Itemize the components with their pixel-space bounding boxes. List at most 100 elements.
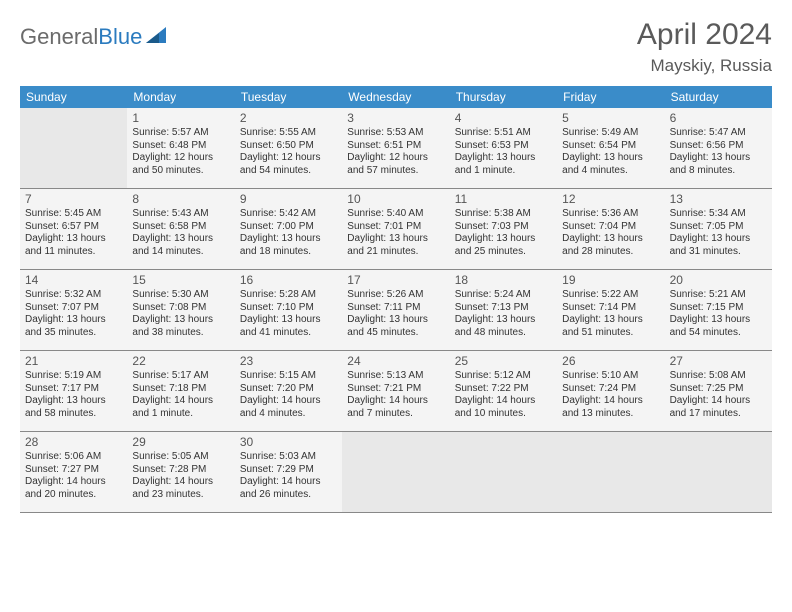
week-row: 7Sunrise: 5:45 AMSunset: 6:57 PMDaylight… — [20, 189, 772, 270]
date-number: 10 — [347, 192, 444, 206]
sunrise-text: Sunrise: 5:13 AM — [347, 370, 444, 383]
date-number: 17 — [347, 273, 444, 287]
daylight-text: Daylight: 13 hours and 1 minute. — [455, 152, 552, 177]
sunset-text: Sunset: 7:29 PM — [240, 464, 337, 477]
date-number: 30 — [240, 435, 337, 449]
date-number: 14 — [25, 273, 122, 287]
sunset-text: Sunset: 7:04 PM — [562, 221, 659, 234]
sunrise-text: Sunrise: 5:49 AM — [562, 127, 659, 140]
calendar-cell: 13Sunrise: 5:34 AMSunset: 7:05 PMDayligh… — [665, 189, 772, 269]
daylight-text: Daylight: 13 hours and 4 minutes. — [562, 152, 659, 177]
sunset-text: Sunset: 7:11 PM — [347, 302, 444, 315]
sunset-text: Sunset: 7:01 PM — [347, 221, 444, 234]
logo-text-general: General — [20, 24, 98, 49]
daylight-text: Daylight: 13 hours and 35 minutes. — [25, 314, 122, 339]
calendar-cell: 1Sunrise: 5:57 AMSunset: 6:48 PMDaylight… — [127, 108, 234, 188]
sunrise-text: Sunrise: 5:15 AM — [240, 370, 337, 383]
sunset-text: Sunset: 6:54 PM — [562, 140, 659, 153]
sunrise-text: Sunrise: 5:05 AM — [132, 451, 229, 464]
date-number: 18 — [455, 273, 552, 287]
daylight-text: Daylight: 13 hours and 28 minutes. — [562, 233, 659, 258]
sunrise-text: Sunrise: 5:19 AM — [25, 370, 122, 383]
daylight-text: Daylight: 14 hours and 20 minutes. — [25, 476, 122, 501]
sunset-text: Sunset: 7:13 PM — [455, 302, 552, 315]
calendar: SundayMondayTuesdayWednesdayThursdayFrid… — [20, 86, 772, 513]
calendar-cell: 3Sunrise: 5:53 AMSunset: 6:51 PMDaylight… — [342, 108, 449, 188]
weeks-container: 1Sunrise: 5:57 AMSunset: 6:48 PMDaylight… — [20, 108, 772, 513]
sunset-text: Sunset: 7:27 PM — [25, 464, 122, 477]
date-number: 21 — [25, 354, 122, 368]
daylight-text: Daylight: 13 hours and 48 minutes. — [455, 314, 552, 339]
sunset-text: Sunset: 6:50 PM — [240, 140, 337, 153]
date-number: 22 — [132, 354, 229, 368]
calendar-cell: 6Sunrise: 5:47 AMSunset: 6:56 PMDaylight… — [665, 108, 772, 188]
sunset-text: Sunset: 6:56 PM — [670, 140, 767, 153]
daylight-text: Daylight: 12 hours and 54 minutes. — [240, 152, 337, 177]
date-number: 11 — [455, 192, 552, 206]
calendar-cell: 28Sunrise: 5:06 AMSunset: 7:27 PMDayligh… — [20, 432, 127, 512]
sunset-text: Sunset: 7:07 PM — [25, 302, 122, 315]
daylight-text: Daylight: 13 hours and 31 minutes. — [670, 233, 767, 258]
sunrise-text: Sunrise: 5:53 AM — [347, 127, 444, 140]
day-header: Saturday — [665, 86, 772, 108]
sunrise-text: Sunrise: 5:06 AM — [25, 451, 122, 464]
week-row: 28Sunrise: 5:06 AMSunset: 7:27 PMDayligh… — [20, 432, 772, 513]
sunrise-text: Sunrise: 5:32 AM — [25, 289, 122, 302]
date-number: 8 — [132, 192, 229, 206]
calendar-cell: 8Sunrise: 5:43 AMSunset: 6:58 PMDaylight… — [127, 189, 234, 269]
sunrise-text: Sunrise: 5:22 AM — [562, 289, 659, 302]
daylight-text: Daylight: 13 hours and 38 minutes. — [132, 314, 229, 339]
sunrise-text: Sunrise: 5:30 AM — [132, 289, 229, 302]
date-number: 7 — [25, 192, 122, 206]
week-row: 21Sunrise: 5:19 AMSunset: 7:17 PMDayligh… — [20, 351, 772, 432]
daylight-text: Daylight: 14 hours and 13 minutes. — [562, 395, 659, 420]
calendar-cell — [557, 432, 664, 512]
daylight-text: Daylight: 13 hours and 58 minutes. — [25, 395, 122, 420]
sunrise-text: Sunrise: 5:47 AM — [670, 127, 767, 140]
daylight-text: Daylight: 13 hours and 14 minutes. — [132, 233, 229, 258]
sunset-text: Sunset: 7:25 PM — [670, 383, 767, 396]
calendar-cell: 19Sunrise: 5:22 AMSunset: 7:14 PMDayligh… — [557, 270, 664, 350]
calendar-cell: 10 Sunrise: 5:40 AMSunset: 7:01 PMDayligh… — [342, 189, 449, 269]
calendar-cell: 22Sunrise: 5:17 AMSunset: 7:18 PMDayligh… — [127, 351, 234, 431]
day-header-row: SundayMondayTuesdayWednesdayThursdayFrid… — [20, 86, 772, 108]
week-row: 14Sunrise: 5:32 AMSunset: 7:07 PMDayligh… — [20, 270, 772, 351]
calendar-cell: 14 Sunrise: 5:32 AMSunset: 7:07 PMDayligh… — [20, 270, 127, 350]
sunrise-text: Sunrise: 5:45 AM — [25, 208, 122, 221]
sunrise-text: Sunrise: 5:55 AM — [240, 127, 337, 140]
date-number: 6 — [670, 111, 767, 125]
daylight-text: Daylight: 14 hours and 10 minutes. — [455, 395, 552, 420]
calendar-cell: 7Sunrise: 5:45 AMSunset: 6:57 PMDaylight… — [20, 189, 127, 269]
daylight-text: Daylight: 13 hours and 18 minutes. — [240, 233, 337, 258]
calendar-cell: 9Sunrise: 5:42 AMSunset: 7:00 PMDaylight… — [235, 189, 342, 269]
sunrise-text: Sunrise: 5:34 AM — [670, 208, 767, 221]
sunset-text: Sunset: 7:28 PM — [132, 464, 229, 477]
sunset-text: Sunset: 7:17 PM — [25, 383, 122, 396]
sunrise-text: Sunrise: 5:42 AM — [240, 208, 337, 221]
day-header: Sunday — [20, 86, 127, 108]
daylight-text: Daylight: 13 hours and 25 minutes. — [455, 233, 552, 258]
calendar-cell: 2Sunrise: 5:55 AMSunset: 6:50 PMDaylight… — [235, 108, 342, 188]
calendar-cell: 27Sunrise: 5:08 AMSunset: 7:25 PMDayligh… — [665, 351, 772, 431]
title-block: April 2024 Mayskiy, Russia — [637, 18, 772, 76]
sunrise-text: Sunrise: 5:40 AM — [347, 208, 444, 221]
calendar-cell — [342, 432, 449, 512]
date-number: 5 — [562, 111, 659, 125]
sunset-text: Sunset: 7:15 PM — [670, 302, 767, 315]
daylight-text: Daylight: 13 hours and 21 minutes. — [347, 233, 444, 258]
sunset-text: Sunset: 7:08 PM — [132, 302, 229, 315]
sunset-text: Sunset: 7:18 PM — [132, 383, 229, 396]
day-header: Wednesday — [342, 86, 449, 108]
calendar-cell: 16Sunrise: 5:28 AMSunset: 7:10 PMDayligh… — [235, 270, 342, 350]
date-number: 19 — [562, 273, 659, 287]
calendar-cell: 17Sunrise: 5:26 AMSunset: 7:11 PMDayligh… — [342, 270, 449, 350]
daylight-text: Daylight: 14 hours and 7 minutes. — [347, 395, 444, 420]
month-title: April 2024 — [637, 18, 772, 52]
daylight-text: Daylight: 13 hours and 11 minutes. — [25, 233, 122, 258]
sunrise-text: Sunrise: 5:38 AM — [455, 208, 552, 221]
sunrise-text: Sunrise: 5:26 AM — [347, 289, 444, 302]
sunset-text: Sunset: 6:51 PM — [347, 140, 444, 153]
day-header: Monday — [127, 86, 234, 108]
date-number: 9 — [240, 192, 337, 206]
daylight-text: Daylight: 14 hours and 23 minutes. — [132, 476, 229, 501]
